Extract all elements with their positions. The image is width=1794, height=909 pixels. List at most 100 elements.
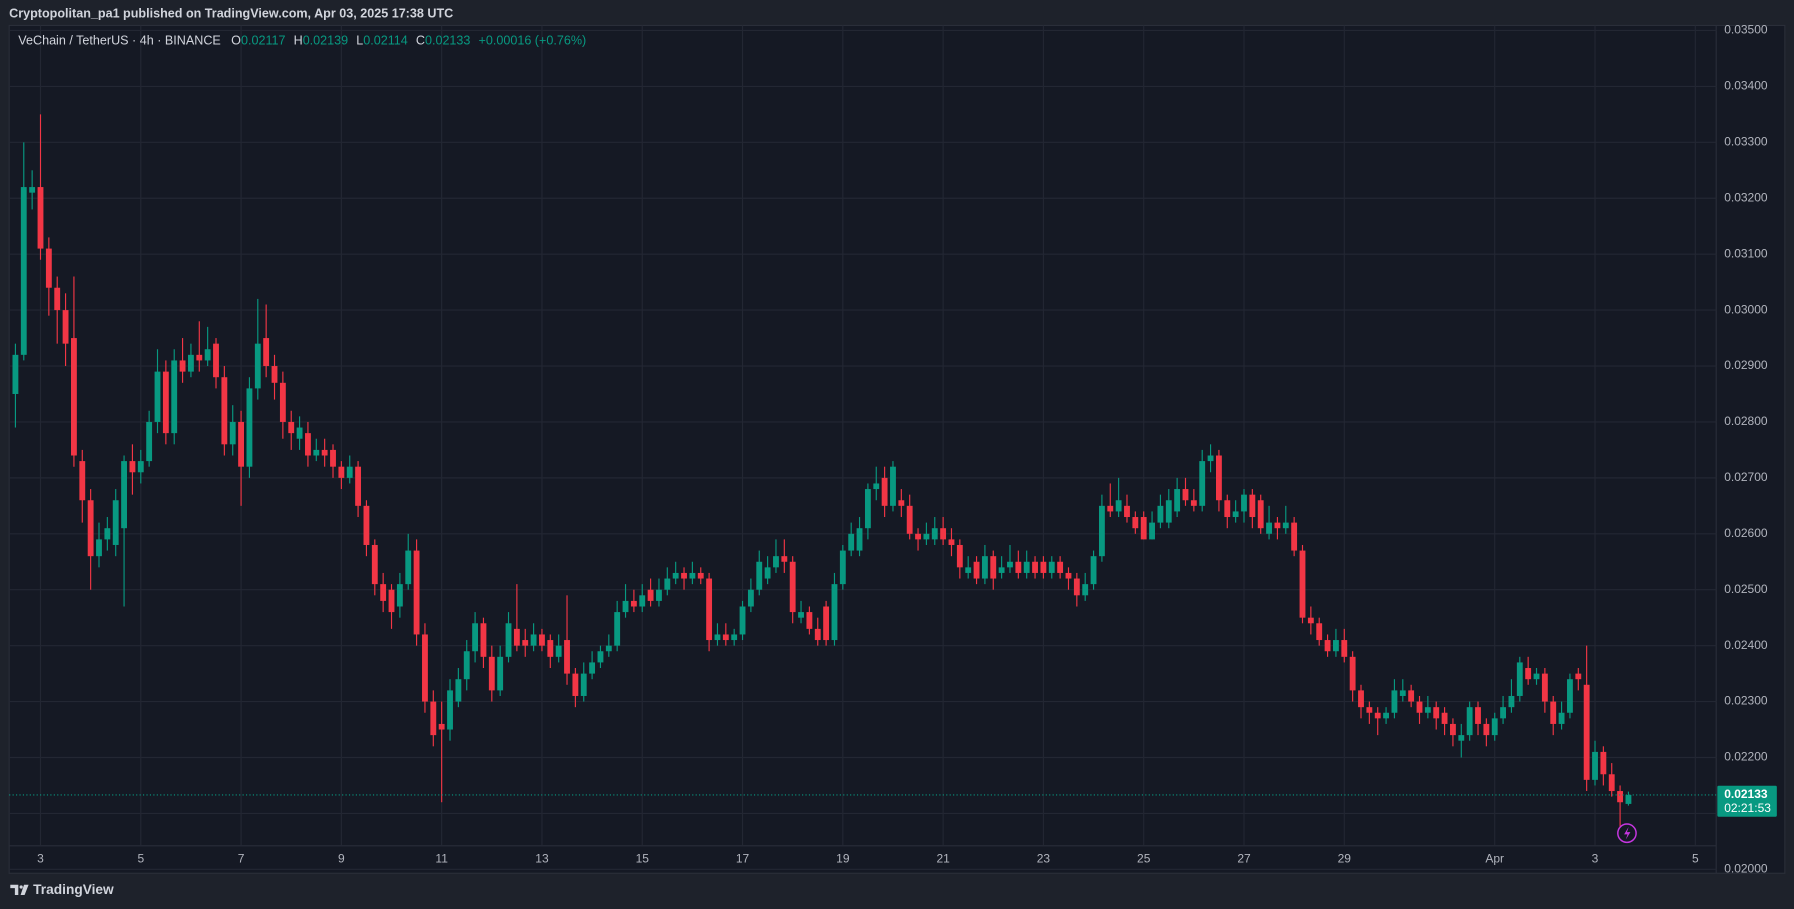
candle-body xyxy=(204,349,211,361)
candle-body xyxy=(1424,707,1431,713)
candle-body xyxy=(1249,494,1256,518)
candle-body xyxy=(1307,617,1314,624)
candle-body xyxy=(154,371,161,422)
alert-bolt xyxy=(1624,826,1631,840)
candle-body xyxy=(238,421,245,467)
candle-body xyxy=(146,421,153,462)
candle-body xyxy=(1349,656,1356,691)
candle-body xyxy=(1048,561,1055,573)
candle-body xyxy=(54,287,61,311)
candle-body xyxy=(672,572,679,579)
legend-label: L xyxy=(356,34,363,48)
candle-body xyxy=(37,187,44,249)
candle-body xyxy=(1550,701,1557,724)
candle-body xyxy=(597,651,604,663)
y-tick-label: 0.02800 xyxy=(1724,414,1768,428)
candle-body xyxy=(848,533,855,551)
candle-body xyxy=(589,662,596,674)
candle-body xyxy=(162,371,169,434)
candle-body xyxy=(1282,522,1289,529)
y-tick-label: 0.02500 xyxy=(1724,582,1768,596)
candle-body xyxy=(664,578,671,590)
candle-body xyxy=(1140,517,1147,540)
x-tick-label: 15 xyxy=(636,852,650,866)
candle-body xyxy=(1291,522,1298,551)
candle-body xyxy=(856,528,863,551)
candle-body xyxy=(254,343,261,389)
candle-body xyxy=(530,634,537,646)
candle-body xyxy=(96,539,102,557)
candle-body xyxy=(422,634,428,702)
candle-body xyxy=(62,310,69,344)
candle-body xyxy=(1015,561,1022,573)
alert-icon[interactable] xyxy=(1617,823,1637,844)
candle-body xyxy=(229,421,236,445)
candle-body xyxy=(480,623,487,657)
candles xyxy=(12,114,1632,828)
candle-body xyxy=(622,600,629,613)
candle-body xyxy=(1241,494,1247,512)
candle-body xyxy=(455,679,462,702)
last-price-label: 0.02133 xyxy=(1724,787,1768,801)
candle-body xyxy=(1541,673,1548,702)
candle-body xyxy=(330,449,336,467)
candle-body xyxy=(1625,794,1632,804)
candle-body xyxy=(756,561,763,590)
candle-body xyxy=(1358,690,1364,708)
candle-body xyxy=(1558,712,1565,724)
candle-body xyxy=(1324,640,1331,652)
candle-body xyxy=(555,645,562,657)
symbol: VeChain / TetherUS · 4h · BINANCE xyxy=(18,34,221,48)
candle-body xyxy=(1483,723,1490,736)
chart-panel xyxy=(8,24,1786,874)
candle-body xyxy=(380,584,387,601)
candle-body xyxy=(305,433,311,456)
y-tick-label: 0.03200 xyxy=(1724,190,1768,204)
candle-body xyxy=(263,338,270,367)
candle-body xyxy=(1575,673,1582,680)
candle-body xyxy=(221,377,228,445)
candle-body xyxy=(1450,723,1456,736)
candle-body xyxy=(731,634,738,641)
logo-t xyxy=(10,884,19,895)
x-tick-label: 7 xyxy=(238,852,245,866)
candle-body xyxy=(1082,584,1089,596)
candle-body xyxy=(87,500,94,557)
candle-body xyxy=(1533,673,1540,680)
candle-body xyxy=(1500,707,1507,719)
candle-body xyxy=(798,612,804,618)
candle-body xyxy=(564,640,570,674)
candle-body xyxy=(1274,522,1281,529)
candle-body xyxy=(831,584,838,641)
candle-body xyxy=(179,360,186,372)
candle-body xyxy=(1057,561,1064,573)
candle-body xyxy=(789,561,796,613)
candle-body xyxy=(764,567,771,579)
candle-body xyxy=(1600,751,1607,775)
y-tick-label: 0.03100 xyxy=(1724,246,1768,260)
candle-body xyxy=(990,556,997,579)
candle-body xyxy=(472,623,479,652)
candle-body xyxy=(1207,455,1214,462)
candle-body xyxy=(722,634,729,641)
candle-body xyxy=(773,556,779,568)
y-tick-label: 0.03000 xyxy=(1724,302,1768,316)
candle-body xyxy=(171,360,178,434)
candle-body xyxy=(1107,505,1114,512)
candle-body xyxy=(522,640,529,646)
x-tick-label: 3 xyxy=(37,852,44,866)
candle-body xyxy=(948,539,955,545)
candle-body xyxy=(112,500,119,545)
candle-body xyxy=(279,382,286,422)
y-tick-label: 0.02200 xyxy=(1724,750,1768,764)
symbol-legend: VeChain / TetherUS · 4h · BINANCE O0.021… xyxy=(18,34,586,48)
x-tick-label: 21 xyxy=(936,852,950,866)
candle-body xyxy=(965,567,972,573)
candle-body xyxy=(1341,640,1348,657)
candle-body xyxy=(689,572,696,579)
countdown-label: 02:21:53 xyxy=(1724,801,1771,815)
legend-label: H xyxy=(294,34,303,48)
candle-body xyxy=(814,628,821,641)
candle-body xyxy=(213,343,219,378)
